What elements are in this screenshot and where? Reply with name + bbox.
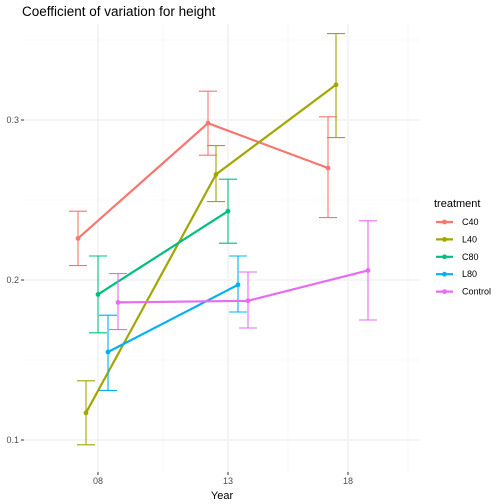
series-c40 [69, 90, 337, 267]
data-marks [69, 33, 377, 446]
legend-key-point [442, 271, 447, 277]
legend-item-control: Control [436, 287, 491, 297]
plot-area [24, 24, 420, 472]
series-c80 [89, 178, 237, 334]
series-line [107, 283, 239, 353]
legend-key-point [442, 237, 447, 242]
legend-label: C80 [462, 252, 479, 262]
data-point [245, 298, 251, 304]
data-point [213, 172, 219, 177]
series-l80 [99, 255, 247, 391]
legend-key-point [442, 254, 447, 260]
x-tick-label: 18 [343, 476, 353, 486]
series-line [97, 210, 229, 296]
legend-item-l40: L40 [436, 234, 477, 244]
data-point [205, 120, 211, 126]
data-point [105, 349, 111, 355]
y-tick-label: 0.1 [6, 435, 19, 445]
data-point [95, 292, 101, 297]
legend-item-c80: C80 [436, 252, 479, 262]
series-control [109, 220, 377, 331]
y-tick-label: 0.2 [6, 275, 19, 285]
legend-label: L80 [462, 269, 477, 279]
legend-item-c40: C40 [436, 217, 479, 227]
data-point [115, 300, 121, 305]
data-point [225, 208, 231, 214]
plot-panel [24, 24, 420, 472]
legend: treatment C40 L40 C80 L80 Control [434, 198, 491, 297]
axes: 0.1 0.2 0.3 08 13 18 [6, 115, 353, 486]
x-tick-label: 08 [93, 476, 103, 486]
series-l40 [77, 33, 345, 446]
legend-key-point [442, 219, 447, 225]
x-axis-title: Year [211, 490, 234, 502]
data-point [365, 268, 371, 273]
data-point [235, 282, 241, 288]
chart-title: Coefficient of variation for height [22, 4, 216, 19]
y-tick-label: 0.3 [6, 115, 19, 125]
legend-key-point [442, 289, 447, 294]
data-point [325, 165, 331, 171]
legend-label: C40 [462, 217, 479, 227]
gridlines [24, 24, 420, 472]
legend-title: treatment [434, 198, 480, 210]
x-tick-label: 13 [223, 476, 233, 486]
data-point [333, 82, 339, 88]
legend-label: Control [462, 287, 491, 297]
data-point [75, 236, 81, 241]
legend-label: L40 [462, 234, 477, 244]
data-point [83, 410, 89, 416]
legend-item-l80: L80 [436, 269, 477, 279]
